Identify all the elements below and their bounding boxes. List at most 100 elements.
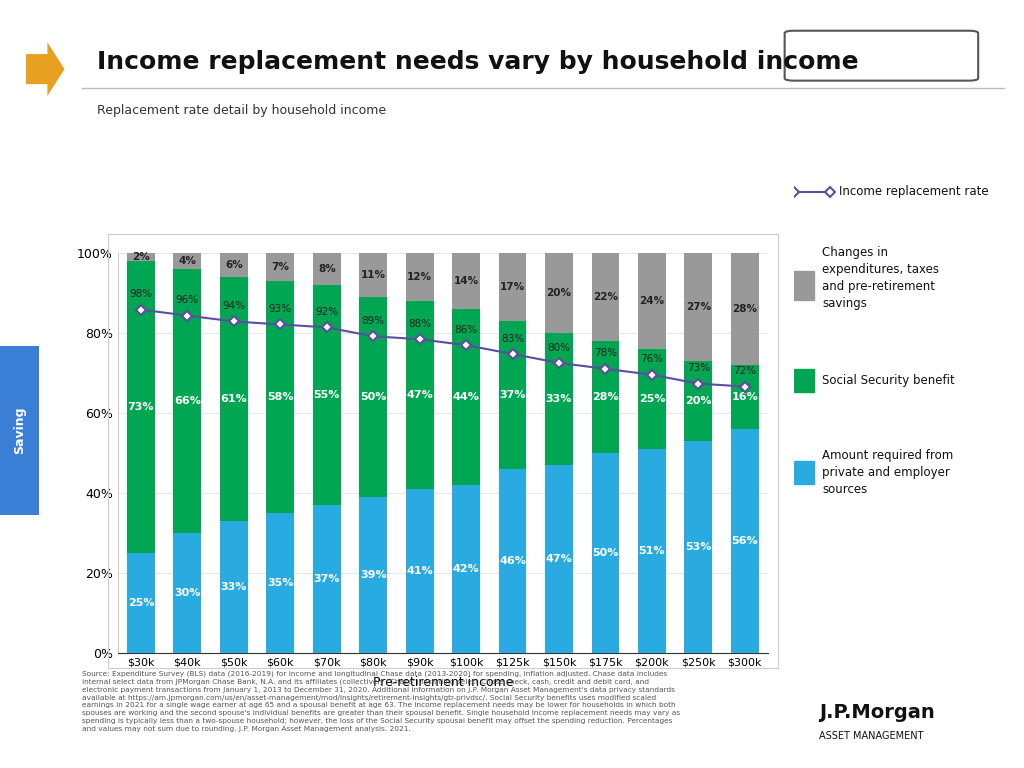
- Bar: [794, 271, 814, 300]
- Text: 47%: 47%: [407, 390, 433, 400]
- Text: 33%: 33%: [546, 394, 572, 404]
- Polygon shape: [26, 42, 65, 96]
- Text: 6%: 6%: [225, 260, 243, 270]
- Bar: [220, 253, 248, 277]
- Text: Social Security benefit: Social Security benefit: [822, 374, 955, 386]
- Bar: [313, 286, 341, 505]
- Text: 7%: 7%: [271, 263, 289, 273]
- X-axis label: Pre-retirement income: Pre-retirement income: [373, 676, 513, 689]
- Text: 94%: 94%: [222, 301, 246, 311]
- Bar: [499, 469, 526, 653]
- Bar: [266, 513, 294, 653]
- Text: 88%: 88%: [409, 319, 431, 329]
- Text: Income replacement needs vary by household income: Income replacement needs vary by househo…: [97, 50, 859, 74]
- Text: 50%: 50%: [360, 392, 386, 402]
- Text: 22%: 22%: [593, 293, 617, 303]
- Text: 73%: 73%: [128, 402, 155, 412]
- Text: 20%: 20%: [547, 288, 571, 299]
- Bar: [173, 253, 202, 270]
- Text: Saving: Saving: [13, 406, 26, 454]
- Bar: [731, 429, 759, 653]
- Bar: [406, 253, 433, 301]
- Text: 27%: 27%: [686, 303, 711, 313]
- Text: Source: Expenditure Survey (BLS) data (2016-2019) for income and longitudinal Ch: Source: Expenditure Survey (BLS) data (2…: [82, 670, 680, 732]
- Text: 98%: 98%: [129, 290, 153, 300]
- Text: 37%: 37%: [313, 574, 340, 584]
- Text: 8%: 8%: [317, 264, 336, 274]
- Bar: [545, 333, 573, 465]
- Text: 20%: 20%: [685, 396, 712, 406]
- Text: 56%: 56%: [731, 536, 758, 546]
- Bar: [731, 253, 759, 366]
- Bar: [453, 253, 480, 310]
- Bar: [359, 297, 387, 497]
- Text: 28%: 28%: [732, 304, 758, 314]
- Text: 53%: 53%: [685, 542, 712, 552]
- Bar: [545, 465, 573, 653]
- Text: Changes in
expenditures, taxes
and pre-retirement
savings: Changes in expenditures, taxes and pre-r…: [822, 247, 939, 310]
- Text: 25%: 25%: [639, 394, 666, 404]
- Text: 51%: 51%: [639, 546, 666, 556]
- Text: 33%: 33%: [221, 582, 247, 592]
- Text: 28%: 28%: [592, 392, 618, 402]
- Bar: [173, 533, 202, 653]
- Bar: [592, 341, 620, 453]
- Text: 86%: 86%: [455, 325, 477, 335]
- FancyBboxPatch shape: [0, 329, 43, 531]
- Bar: [638, 449, 666, 653]
- Bar: [499, 321, 526, 469]
- Text: ASSET MANAGEMENT: ASSET MANAGEMENT: [819, 731, 924, 741]
- Text: Amount required from
private and employer
sources: Amount required from private and employe…: [822, 449, 953, 496]
- Text: 96%: 96%: [176, 295, 199, 305]
- Bar: [313, 253, 341, 286]
- Text: 17%: 17%: [500, 283, 525, 293]
- Bar: [592, 453, 620, 653]
- Text: 35%: 35%: [267, 578, 294, 588]
- Text: 41%: 41%: [407, 566, 433, 576]
- Bar: [406, 301, 433, 489]
- Text: 46%: 46%: [499, 556, 526, 566]
- Bar: [638, 253, 666, 349]
- Bar: [592, 253, 620, 341]
- Bar: [453, 310, 480, 485]
- Text: 55%: 55%: [313, 390, 340, 400]
- Bar: [794, 369, 814, 392]
- Bar: [173, 270, 202, 533]
- Text: 42%: 42%: [453, 564, 479, 574]
- Bar: [127, 253, 155, 261]
- Text: 44%: 44%: [453, 392, 479, 402]
- Text: 37%: 37%: [500, 390, 525, 400]
- Bar: [359, 253, 387, 297]
- Text: 24%: 24%: [639, 296, 665, 306]
- Bar: [731, 366, 759, 429]
- Text: 58%: 58%: [267, 392, 294, 402]
- Text: 76%: 76%: [640, 354, 664, 364]
- Text: 2%: 2%: [132, 253, 150, 263]
- Bar: [359, 497, 387, 653]
- Text: 50%: 50%: [592, 548, 618, 558]
- Text: 25%: 25%: [128, 598, 155, 608]
- Text: 30%: 30%: [174, 588, 201, 598]
- Text: 72%: 72%: [733, 366, 757, 376]
- Text: 80%: 80%: [548, 343, 570, 353]
- Text: Income replacement rate: Income replacement rate: [839, 186, 988, 198]
- Text: 61%: 61%: [220, 394, 247, 404]
- Text: 93%: 93%: [268, 304, 292, 314]
- Text: 12%: 12%: [408, 273, 432, 283]
- Bar: [684, 441, 713, 653]
- Bar: [684, 253, 713, 361]
- FancyBboxPatch shape: [784, 31, 978, 81]
- Text: 14%: 14%: [454, 276, 478, 286]
- Bar: [266, 253, 294, 281]
- Text: 39%: 39%: [359, 570, 386, 580]
- Bar: [684, 361, 713, 441]
- Text: GTR: GTR: [823, 47, 857, 62]
- Bar: [638, 349, 666, 449]
- Text: 66%: 66%: [174, 396, 201, 406]
- Bar: [266, 281, 294, 513]
- Text: 16%: 16%: [731, 392, 758, 402]
- Text: Replacement rate detail by household income: Replacement rate detail by household inc…: [97, 104, 386, 117]
- Text: 89%: 89%: [361, 316, 385, 326]
- Bar: [453, 485, 480, 653]
- Bar: [499, 253, 526, 321]
